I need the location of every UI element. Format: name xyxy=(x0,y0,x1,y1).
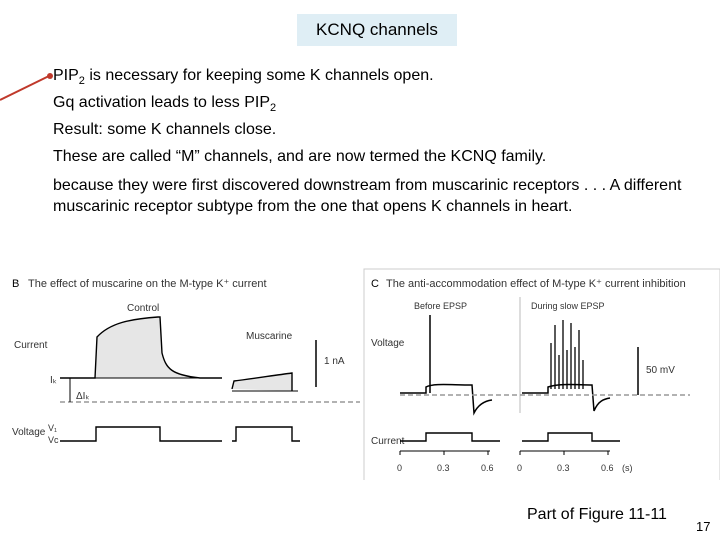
figure-11-11: B The effect of muscarine on the M-type … xyxy=(10,268,720,480)
figure-caption: Part of Figure 11-11 xyxy=(527,506,667,523)
vc-label: Vc xyxy=(48,435,59,445)
panel-c-title: The anti-accommodation effect of M-type … xyxy=(386,278,686,290)
pip-text: PIP xyxy=(53,67,79,84)
bullet-1-text: is necessary for keeping some K channels… xyxy=(89,67,434,84)
slide-title-text: KCNQ channels xyxy=(316,20,438,39)
pip2-subscript: 2 xyxy=(270,102,277,115)
pip-subscript: 2 xyxy=(78,75,85,88)
during-epsp-label: During slow EPSP xyxy=(531,301,605,311)
axis-tick-label: 0.3 xyxy=(437,463,450,473)
ik-label: Iₖ xyxy=(50,375,57,386)
muscarine-voltage-step xyxy=(232,426,300,442)
axis-tick-label: 0.6 xyxy=(481,463,494,473)
before-epsp-label: Before EPSP xyxy=(414,301,467,311)
panel-c-border xyxy=(363,268,720,480)
during-ap-spikes xyxy=(550,320,584,389)
before-epsp-voltage-trace xyxy=(400,383,493,416)
red-arrow-icon xyxy=(0,73,53,101)
panel-b-title: The effect of muscarine on the M-type K⁺… xyxy=(28,278,267,290)
delta-ik-label: ΔIₖ xyxy=(76,391,90,402)
voltage-label-b: Voltage xyxy=(12,427,46,438)
before-current-step xyxy=(400,432,500,442)
axis-unit-label: (s) xyxy=(622,463,633,473)
muscarine-label: Muscarine xyxy=(246,331,293,342)
bullet-2-text: Gq activation leads to less PIP xyxy=(53,94,270,111)
panel-b-letter: B xyxy=(12,278,19,290)
current-label: Current xyxy=(14,340,48,351)
panel-c-letter: C xyxy=(371,278,379,290)
bullet-4: These are called “M” channels, and are n… xyxy=(53,148,547,165)
bullet-3: Result: some K channels close. xyxy=(53,121,277,138)
control-label: Control xyxy=(127,303,159,314)
voltage-label-c: Voltage xyxy=(371,338,405,349)
explanation-paragraph: because they were first discovered downs… xyxy=(53,177,682,215)
axis-tick-label: 0.3 xyxy=(557,463,570,473)
muscarine-current-trace xyxy=(231,372,293,391)
panel-b-letter-bg xyxy=(10,275,22,289)
page-number: 17 xyxy=(696,519,711,534)
bullet-2: Gq activation leads to less PIP2 xyxy=(53,92,276,119)
during-epsp-voltage-trace xyxy=(522,383,611,412)
during-current-step xyxy=(522,432,620,442)
current-label-c: Current xyxy=(371,436,405,447)
axis-tick-label: 0 xyxy=(397,463,402,473)
slide-title: KCNQ channels xyxy=(297,14,457,46)
bullet-1: PIP2 is necessary for keeping some K cha… xyxy=(53,65,434,92)
control-current-trace xyxy=(60,316,222,379)
v1-label: V₁ xyxy=(48,423,57,433)
control-voltage-step xyxy=(60,426,222,442)
axis-tick-label: 0.6 xyxy=(601,463,614,473)
axis-tick-label: 0 xyxy=(517,463,522,473)
scale-1na-label: 1 nA xyxy=(324,356,345,367)
scale-50mv-label: 50 mV xyxy=(646,365,675,376)
